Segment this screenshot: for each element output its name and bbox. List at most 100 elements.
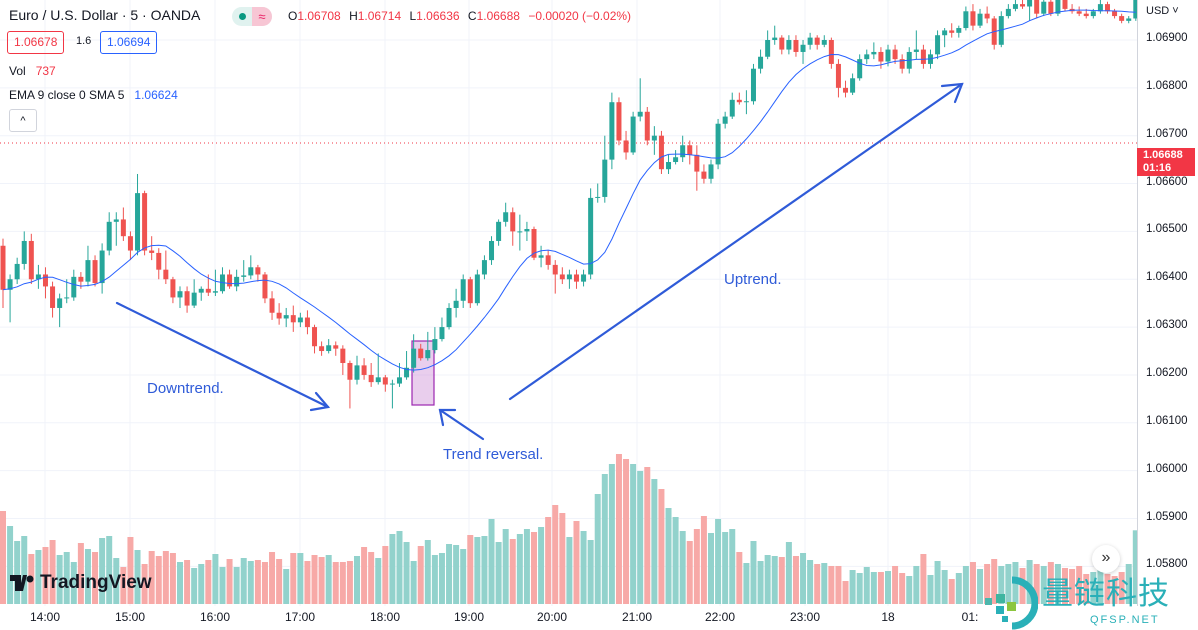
candle-body [658, 135, 664, 170]
candle-body [666, 162, 672, 170]
candle [1020, 0, 1026, 9]
volume-bar [977, 569, 984, 604]
candle-body [920, 49, 926, 64]
candle-body [127, 236, 133, 251]
volume-bar [615, 454, 622, 604]
sell-button[interactable]: 1.06678 [7, 31, 65, 54]
volume-bar [729, 529, 736, 604]
candle-body [163, 269, 169, 280]
candle-body [750, 68, 756, 102]
price-tick-label: 1.06900 [1146, 32, 1188, 44]
candle [481, 255, 487, 280]
candle [368, 362, 374, 387]
candle [177, 286, 183, 308]
candle [135, 173, 141, 256]
volume-bar [375, 558, 382, 604]
volume-bar [417, 546, 424, 604]
volume-bar [771, 556, 778, 604]
price-chart[interactable] [0, 0, 1137, 606]
downtrend-arrow[interactable] [115, 301, 331, 412]
candle [673, 150, 679, 165]
candle [1069, 4, 1075, 14]
uptrend-label[interactable]: Uptrend. [724, 271, 782, 288]
symbol-title[interactable]: Euro / U.S. Dollar · 5 · OANDA [9, 7, 201, 23]
uptrend-arrow[interactable] [508, 82, 964, 401]
price-tick-label: 1.05800 [1146, 558, 1188, 571]
candle [1027, 0, 1033, 21]
price-tick-label: 1.06400 [1146, 271, 1188, 284]
volume-bar [651, 479, 658, 604]
candle [538, 245, 544, 268]
candle [227, 269, 233, 289]
high-value: 1.06714 [357, 9, 402, 23]
candle-body [694, 154, 700, 172]
candle-body [354, 365, 360, 380]
candle-body [50, 286, 56, 308]
candle-body [821, 40, 827, 45]
candle [1005, 4, 1011, 19]
candle-body [106, 221, 112, 251]
volume-bar [552, 505, 559, 604]
volume-bar [474, 537, 481, 604]
volume-bar [934, 561, 941, 604]
candle [1055, 0, 1061, 17]
candle-body [984, 13, 990, 19]
candle-body [581, 274, 587, 282]
candle [354, 355, 360, 385]
candle [991, 16, 997, 50]
candle [382, 374, 388, 392]
volume-bar [311, 555, 318, 604]
volume-bar [870, 572, 877, 604]
volume-legend[interactable]: Vol 737 [9, 64, 56, 78]
candle [566, 269, 572, 289]
candle [149, 236, 155, 261]
volume-bar [233, 567, 240, 604]
volume-bar [601, 474, 608, 604]
market-status-pill[interactable]: ≈ [232, 7, 272, 26]
candle-body [885, 49, 891, 62]
candle [559, 267, 565, 285]
candle [418, 343, 424, 361]
currency-selector[interactable]: USD ˅ [1146, 5, 1179, 17]
candle [651, 126, 657, 155]
volume-bar [856, 573, 863, 604]
volume-bar [191, 568, 198, 604]
volume-bar [424, 540, 431, 604]
indicator-legend[interactable]: EMA 9 close 0 SMA 5 1.06624 [9, 88, 178, 102]
volume-bar [991, 559, 998, 604]
candle-body [644, 111, 650, 141]
candle-body [701, 171, 707, 179]
volume-bar [389, 534, 396, 604]
trend-reversal-label[interactable]: Trend reversal. [443, 446, 544, 463]
reversal-arrow[interactable] [438, 408, 485, 441]
volume-bar [736, 552, 743, 604]
time-tick-label: 17:00 [284, 610, 316, 624]
candle [899, 54, 905, 74]
volume-bar [325, 555, 332, 604]
time-tick-label: 15:00 [114, 610, 146, 624]
tradingview-logo[interactable]: TradingView [10, 572, 152, 594]
volume-bar [354, 556, 360, 604]
volume-bar [1069, 569, 1076, 604]
collapse-legend-button[interactable]: ^ [9, 109, 37, 132]
candle [581, 269, 587, 287]
candle-body [92, 260, 98, 284]
volume-bar [998, 566, 1005, 604]
time-tick-label: 22:00 [704, 610, 736, 624]
candle-body [538, 255, 544, 258]
downtrend-label[interactable]: Downtrend. [147, 380, 224, 397]
scroll-to-realtime-button[interactable]: » [1092, 545, 1120, 573]
spread-value: 1.6 [76, 35, 92, 47]
candle [35, 264, 41, 289]
buy-button[interactable]: 1.06694 [100, 31, 158, 54]
candle [545, 250, 551, 270]
candle [786, 35, 792, 55]
candle [1048, 0, 1054, 17]
candle-body [609, 102, 615, 160]
candle-body [786, 40, 792, 50]
candle-body [319, 346, 325, 352]
candle-body [453, 300, 459, 308]
candle-body [623, 140, 629, 153]
volume-value: 737 [35, 64, 56, 78]
candle [1012, 0, 1018, 12]
